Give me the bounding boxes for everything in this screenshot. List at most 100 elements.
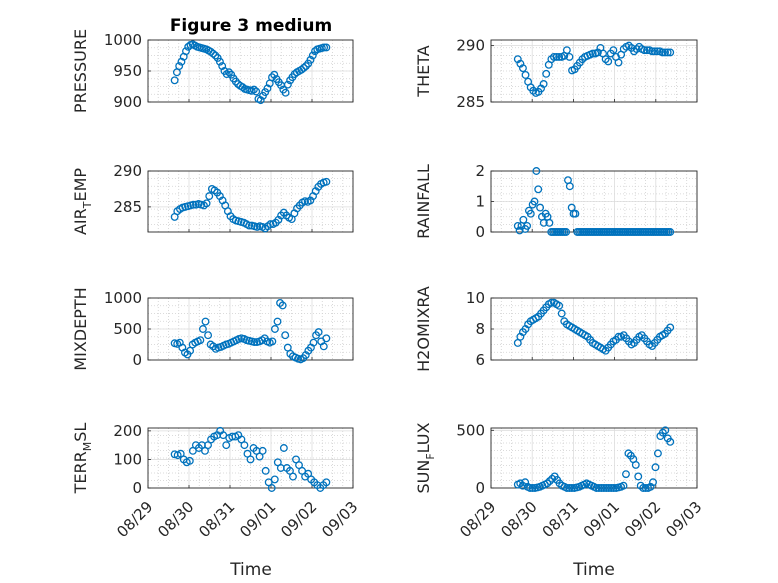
- data-point: [231, 77, 240, 86]
- data-point: [240, 441, 249, 450]
- data-point: [539, 218, 548, 227]
- data-point: [270, 475, 279, 484]
- data-point: [526, 209, 535, 218]
- data-point: [252, 87, 261, 96]
- data-point: [268, 337, 277, 346]
- data-point: [651, 463, 660, 472]
- data-point: [308, 51, 317, 60]
- data-point: [523, 221, 532, 230]
- panel-sun_flux: 0 500 SUNFLUX 08/2908/3008/3109/0109/0209/0…: [414, 421, 705, 541]
- data-point: [545, 218, 554, 227]
- data-point: [658, 428, 667, 437]
- x-tick-label: 08/30: [497, 498, 540, 541]
- data-point: [225, 68, 233, 77]
- data-point: [555, 301, 564, 310]
- data-point: [550, 52, 558, 61]
- y-tick-label: 290: [456, 37, 485, 55]
- data-point: [650, 47, 659, 56]
- data-point: [543, 479, 552, 488]
- data-point: [536, 203, 545, 212]
- data-point: [320, 43, 329, 52]
- axes-frame: [490, 39, 698, 103]
- x-tick-label: 08/31: [195, 498, 238, 541]
- data-point: [588, 49, 597, 58]
- data-point: [202, 199, 211, 208]
- data-point: [261, 466, 270, 475]
- data-point: [666, 437, 675, 446]
- data-point: [619, 481, 628, 490]
- y-tick-label: 1000: [104, 31, 142, 49]
- data-point: [266, 220, 275, 229]
- data-point: [666, 48, 675, 57]
- data-point: [518, 64, 527, 73]
- panel-pressure: 900 950 1000 PRESSURE: [71, 29, 354, 113]
- data-point: [222, 441, 231, 450]
- x-tick-label: 09/03: [662, 498, 705, 541]
- data-point: [666, 323, 675, 332]
- data-point: [604, 57, 613, 66]
- panel-mixdepth: 0 500 1000 MIXDEPTH: [71, 287, 354, 371]
- data-point: [250, 338, 259, 346]
- x-tick-label: 09/02: [621, 498, 664, 541]
- data-point: [314, 328, 323, 337]
- data-point: [246, 455, 255, 464]
- data-point: [209, 49, 218, 58]
- data-point: [189, 200, 198, 209]
- data-point: [283, 80, 292, 89]
- data-point: [634, 472, 643, 481]
- data-point: [306, 55, 315, 64]
- data-point: [256, 96, 265, 105]
- data-point: [649, 478, 657, 487]
- data-point: [565, 182, 574, 191]
- axes-frame: [147, 427, 354, 489]
- y-tick-label: 10: [466, 289, 485, 307]
- data-point: [175, 62, 184, 70]
- data-point: [222, 70, 231, 79]
- data-point: [289, 472, 297, 481]
- data-point: [526, 484, 535, 492]
- data-point: [542, 69, 551, 78]
- y-tick-label: 0: [132, 479, 142, 497]
- data-point: [622, 470, 630, 479]
- data-point: [532, 167, 541, 175]
- panel-rainfall: 0 1 2 RAINFALL: [414, 162, 698, 241]
- data-point: [594, 484, 603, 492]
- data-point: [643, 46, 651, 55]
- data-point: [516, 479, 525, 488]
- data-point: [614, 332, 623, 341]
- y-axis-label: SUNFLUX: [414, 422, 437, 493]
- x-tick-label: 08/29: [113, 498, 156, 541]
- data-point: [513, 221, 522, 230]
- y-tick-label: 200: [113, 422, 142, 440]
- data-point: [270, 70, 279, 79]
- data-point: [548, 474, 557, 483]
- data-point: [534, 185, 543, 194]
- data-point: [279, 444, 288, 452]
- data-point: [322, 43, 331, 52]
- panel-h2omixra: 6 8 10 H2OMIXRA: [414, 286, 698, 372]
- panel-air_temp: 285 290 AIRTEMP: [71, 162, 354, 235]
- data-point: [640, 46, 649, 55]
- data-point: [552, 52, 561, 61]
- data-point: [211, 51, 220, 60]
- data-point: [322, 334, 331, 343]
- data-point: [567, 484, 576, 492]
- data-point: [309, 338, 318, 347]
- data-point: [196, 336, 205, 345]
- data-point: [663, 48, 672, 57]
- data-point: [302, 62, 310, 70]
- data-point: [273, 317, 282, 326]
- data-point: [597, 484, 606, 492]
- data-point: [515, 226, 524, 235]
- data-point: [658, 48, 667, 57]
- axes-frame: [147, 170, 354, 233]
- y-axis-label: H2OMIXRA: [414, 286, 433, 372]
- data-point: [565, 484, 574, 492]
- data-point: [219, 431, 228, 440]
- data-point: [547, 298, 556, 307]
- y-axis-label: MIXDEPTH: [71, 287, 90, 370]
- axes-frame: [490, 297, 698, 361]
- data-point: [209, 342, 218, 351]
